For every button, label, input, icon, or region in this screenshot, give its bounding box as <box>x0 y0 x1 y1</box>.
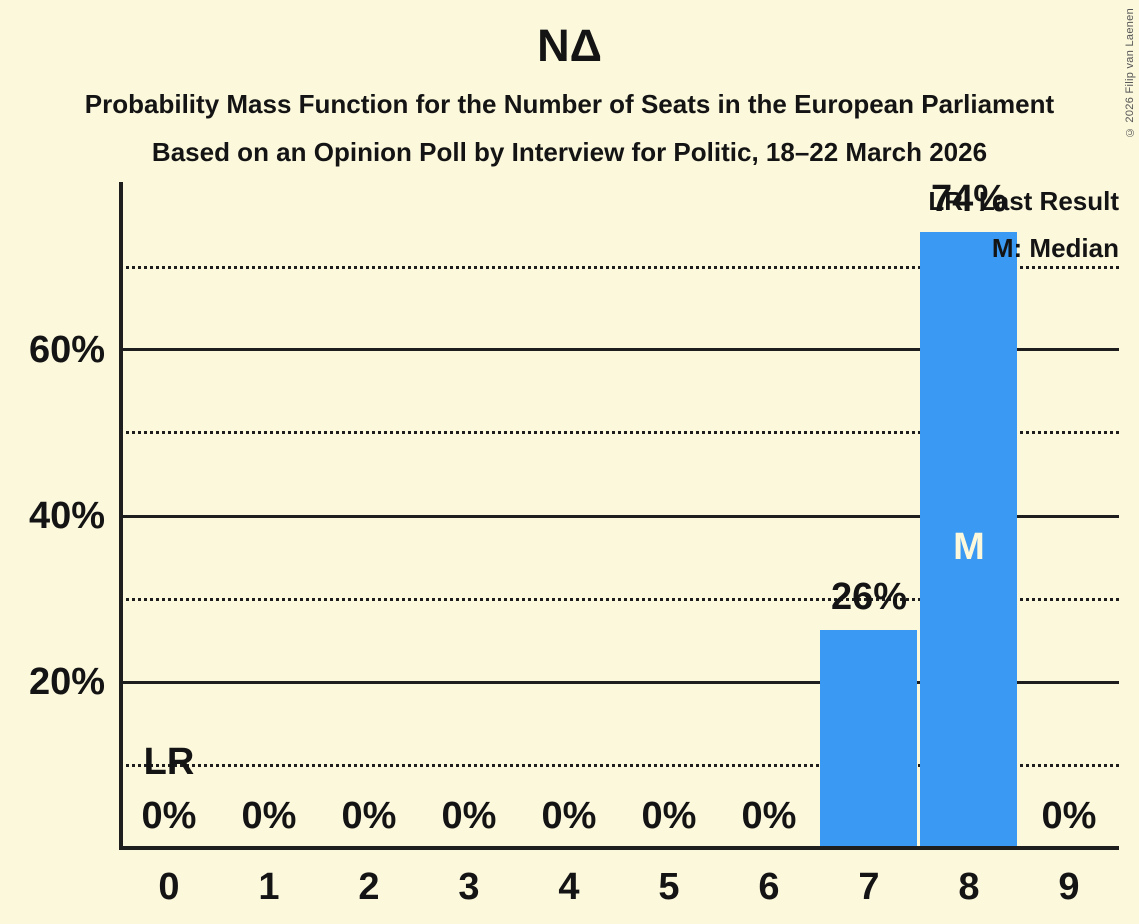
x-tick-label-6: 6 <box>758 866 780 908</box>
bar-value-label-7: 26% <box>830 576 908 618</box>
dotted-gridline-70pct <box>120 266 1119 269</box>
x-tick-label-2: 2 <box>358 866 380 908</box>
x-tick-label-0: 0 <box>158 866 180 908</box>
column-value-label-0: 0% <box>141 795 197 837</box>
column-value-label-6: 0% <box>741 795 797 837</box>
x-tick-label-8: 8 <box>958 866 980 908</box>
column-value-label-3: 0% <box>441 795 497 837</box>
copyright-notice: © 2026 Filip van Laenen <box>1124 8 1136 139</box>
chart-source-line: Based on an Opinion Poll by Interview fo… <box>151 137 988 167</box>
bar-value-label-8: 74% <box>930 178 1008 220</box>
median-marker: M <box>953 526 985 568</box>
legend-last-result: LR: Last Result <box>928 186 1119 216</box>
x-tick-label-3: 3 <box>458 866 480 908</box>
x-tick-label-5: 5 <box>658 866 680 908</box>
bar-seats-8 <box>920 232 1017 846</box>
column-value-label-2: 0% <box>341 795 397 837</box>
dotted-gridline-50pct <box>120 431 1119 434</box>
last-result-marker: LR <box>143 741 195 783</box>
column-value-label-1: 0% <box>241 795 297 837</box>
legend-median: M: Median <box>991 233 1119 263</box>
x-axis-line <box>119 846 1119 850</box>
solid-gridline-60pct <box>120 348 1119 351</box>
column-value-label-9: 0% <box>1041 795 1097 837</box>
bar-seats-7 <box>820 630 917 846</box>
x-tick-label-1: 1 <box>258 866 280 908</box>
dotted-gridline-10pct <box>120 764 1119 767</box>
column-value-label-5: 0% <box>641 795 697 837</box>
x-tick-label-7: 7 <box>858 866 880 908</box>
chart-subtitle: Probability Mass Function for the Number… <box>84 89 1055 119</box>
y-tick-label-40%: 40% <box>28 495 105 537</box>
y-axis-line <box>119 182 123 850</box>
column-value-label-4: 0% <box>541 795 597 837</box>
dotted-gridline-30pct <box>120 598 1119 601</box>
y-tick-label-60%: 60% <box>28 329 105 371</box>
x-tick-label-9: 9 <box>1058 866 1080 908</box>
y-tick-label-20%: 20% <box>28 661 105 703</box>
chart-title: NΔ <box>537 20 602 71</box>
x-tick-label-4: 4 <box>558 866 580 908</box>
solid-gridline-20pct <box>120 681 1119 684</box>
solid-gridline-40pct <box>120 515 1119 518</box>
